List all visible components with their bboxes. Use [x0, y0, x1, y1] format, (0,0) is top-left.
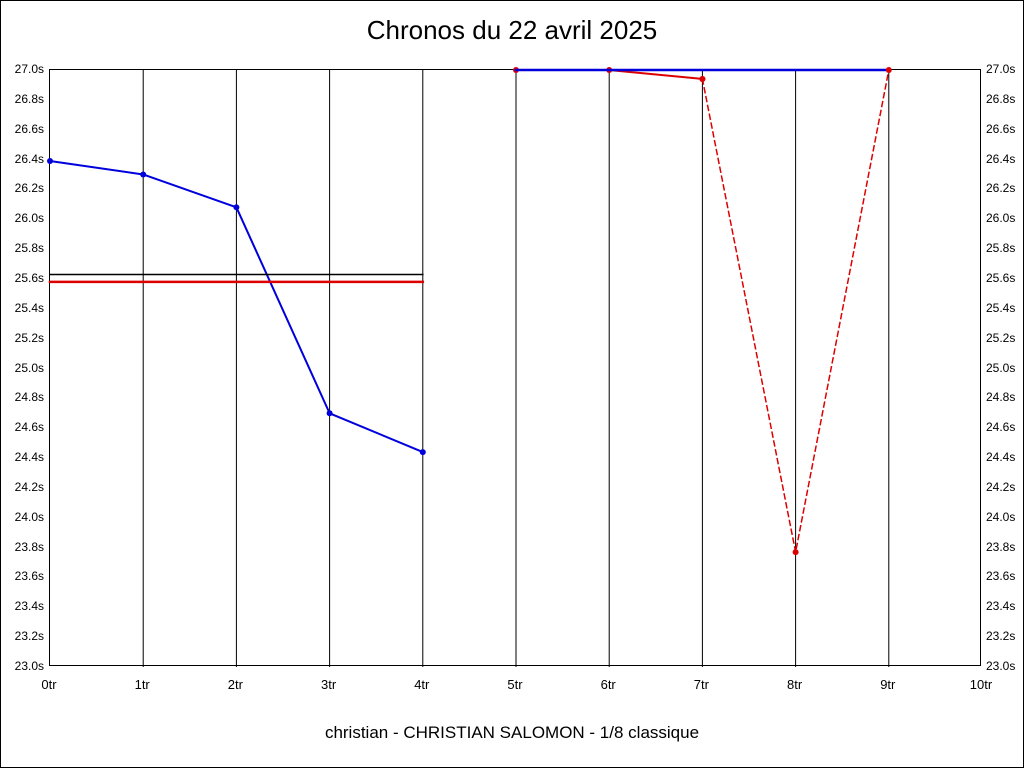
point-run1-laps-blue: [233, 204, 240, 211]
chart-title: Chronos du 22 avril 2025: [366, 15, 658, 45]
y-tick-label-left: 24.2s: [14, 479, 44, 494]
y-tick-label-left: 24.6s: [14, 420, 44, 435]
y-tick-label-left: 25.2s: [14, 330, 44, 345]
y-tick-label-left: 26.6s: [14, 121, 44, 136]
y-tick-label-left: 23.6s: [14, 569, 44, 584]
x-tick-label: 1tr: [134, 677, 150, 692]
y-tick-label-right: 23.0s: [986, 659, 1016, 673]
point-run1-laps-blue: [140, 171, 147, 178]
y-tick-label-right: 24.2s: [986, 479, 1016, 494]
y-tick-label-right: 25.6s: [986, 270, 1016, 285]
y-tick-label-right: 25.8s: [986, 241, 1016, 256]
x-tick-label: 5tr: [507, 677, 523, 692]
x-tick-label: 9tr: [880, 677, 896, 692]
y-tick-label-right: 24.4s: [986, 450, 1016, 465]
y-tick-label-left: 26.4s: [14, 151, 44, 166]
y-tick-label-left: 25.0s: [14, 360, 44, 375]
y-tick-label-right: 26.6s: [986, 121, 1016, 136]
plot-area: [47, 67, 981, 667]
x-tick-label: 7tr: [693, 677, 709, 692]
y-tick-label-right: 26.0s: [986, 211, 1016, 226]
x-tick-label: 0tr: [41, 677, 57, 692]
x-tick-label: 6tr: [600, 677, 616, 692]
y-tick-label-right: 24.8s: [986, 390, 1016, 405]
x-tick-label: 2tr: [227, 677, 243, 692]
y-tick-label-right: 25.4s: [986, 300, 1016, 315]
y-tick-label-right: 25.0s: [986, 360, 1016, 375]
y-tick-label-left: 25.8s: [14, 241, 44, 256]
y-tick-label-right: 24.6s: [986, 420, 1016, 435]
y-tick-label-right: 26.4s: [986, 151, 1016, 166]
x-tick-label: 4tr: [414, 677, 430, 692]
y-tick-label-right: 23.2s: [986, 629, 1016, 644]
y-tick-label-right: 26.8s: [986, 91, 1016, 106]
x-tick-label: 3tr: [321, 677, 337, 692]
y-tick-label-left: 25.4s: [14, 300, 44, 315]
y-tick-label-left: 23.2s: [14, 629, 44, 644]
point-run2-red-dashed: [885, 67, 892, 73]
y-tick-label-right: 24.0s: [986, 509, 1016, 524]
y-tick-label-right: 25.2s: [986, 330, 1016, 345]
y-tick-label-right: 23.8s: [986, 539, 1016, 554]
y-tick-label-left: 25.6s: [14, 270, 44, 285]
y-tick-label-left: 24.4s: [14, 450, 44, 465]
point-run2-red-dashed: [792, 549, 799, 556]
x-tick-label: 8tr: [787, 677, 803, 692]
point-run1-laps-blue: [47, 158, 53, 165]
y-tick-label-left: 24.0s: [14, 509, 44, 524]
y-tick-label-left: 26.0s: [14, 211, 44, 226]
y-tick-label-left: 26.2s: [14, 181, 44, 196]
point-run2-red-dashed: [699, 75, 706, 82]
y-tick-label-left: 26.8s: [14, 91, 44, 106]
y-tick-label-right: 23.4s: [986, 599, 1016, 614]
y-tick-label-left: 27.0s: [14, 62, 44, 76]
y-tick-label-left: 23.8s: [14, 539, 44, 554]
point-run1-laps-blue: [419, 449, 426, 456]
point-run1-laps-blue: [326, 410, 333, 417]
y-tick-label-right: 23.6s: [986, 569, 1016, 584]
x-tick-label: 10tr: [969, 677, 993, 692]
y-tick-label-right: 26.2s: [986, 181, 1016, 196]
y-tick-label-left: 23.4s: [14, 599, 44, 614]
chart-caption: christian - CHRISTIAN SALOMON - 1/8 clas…: [324, 723, 700, 742]
y-tick-label-left: 24.8s: [14, 390, 44, 405]
y-tick-label-right: 27.0s: [986, 62, 1016, 76]
y-tick-label-left: 23.0s: [14, 659, 44, 673]
plot-canvas: [47, 67, 892, 667]
